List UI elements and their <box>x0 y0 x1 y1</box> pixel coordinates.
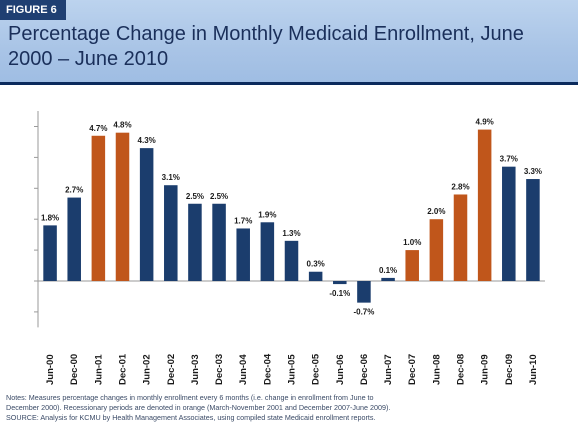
data-label: 4.8% <box>113 121 131 130</box>
category-label: Jun-10 <box>528 354 539 385</box>
bar-jun-05 <box>284 240 299 281</box>
chart-data-labels: 1.8% 2.7% 4.7% 4.8% 4.3% 3.1% 2.5% 2.5% 1.7% 1.9%… <box>41 118 542 317</box>
category-label: Jun-02 <box>142 354 153 385</box>
category-label: Dec-08 <box>456 354 467 385</box>
bar-dec-03 <box>212 203 226 281</box>
category-label: Dec-02 <box>166 354 177 385</box>
category-label: Dec-06 <box>359 354 370 385</box>
bar-jun-02 <box>139 148 154 281</box>
category-label: Jun-08 <box>431 354 442 385</box>
bar-dec-04 <box>260 222 275 281</box>
data-label: 2.5% <box>186 192 204 201</box>
category-label: Dec-03 <box>214 354 225 385</box>
chart-category-labels: Jun-00 Dec-00 Jun-01 Dec-01 Jun-02 Dec-02 Jun-… <box>45 353 539 385</box>
chart-notes: Notes: Measures percentage changes in mo… <box>6 393 572 423</box>
data-label: 1.0% <box>403 238 421 247</box>
data-label: 2.0% <box>427 207 445 216</box>
figure-label: FIGURE 6 <box>0 0 66 20</box>
bar-jun-06 <box>333 281 347 285</box>
category-label: Dec-09 <box>504 354 515 385</box>
category-label: Jun-03 <box>190 354 201 385</box>
bar-dec-02 <box>164 185 178 281</box>
notes-line-1: Notes: Measures percentage changes in mo… <box>6 393 374 402</box>
bar-jun-07 <box>381 277 395 281</box>
bar-dec-09 <box>502 166 516 281</box>
data-label: 3.1% <box>162 173 180 182</box>
bar-jun-08 <box>429 219 444 281</box>
data-label: 4.9% <box>476 118 494 127</box>
category-label: Dec-01 <box>118 353 129 385</box>
data-label: 0.3% <box>307 260 325 269</box>
bar-jun-03 <box>188 203 202 281</box>
data-label: 0.1% <box>379 266 397 275</box>
notes-line-2: December 2000). Recessionary periods are… <box>6 403 391 412</box>
bar-chart: 1.8% 2.7% 4.7% 4.8% 4.3% 3.1% 2.5% 2.5% 1.7% 1.9%… <box>34 111 545 385</box>
bar-jun-04 <box>236 228 250 281</box>
category-label: Jun-09 <box>480 354 491 385</box>
data-label: 2.7% <box>65 186 83 195</box>
notes-line-3: SOURCE: Analysis for KCMU by Health Mana… <box>6 413 376 422</box>
chart-title: Percentage Change in Monthly Medicaid En… <box>8 23 524 70</box>
bar-dec-00 <box>67 197 81 281</box>
category-label: Jun-06 <box>335 354 346 385</box>
bar-jun-00 <box>43 225 57 281</box>
data-label: 2.8% <box>451 182 469 191</box>
category-label: Jun-04 <box>238 354 249 385</box>
bar-jun-01 <box>91 135 106 281</box>
data-label: 3.7% <box>500 155 518 164</box>
bar-jun-10 <box>526 179 540 281</box>
data-label: 3.3% <box>524 167 542 176</box>
data-label: 1.8% <box>41 213 59 222</box>
data-label: 1.3% <box>282 229 300 238</box>
data-label: 4.7% <box>89 124 107 133</box>
category-label: Dec-07 <box>407 354 418 385</box>
category-label: Jun-00 <box>45 354 56 385</box>
chart-axes <box>34 111 545 328</box>
bar-jun-09 <box>477 129 492 281</box>
category-label: Jun-05 <box>287 354 298 385</box>
chart-bars <box>43 129 540 303</box>
data-label: -0.1% <box>329 289 350 298</box>
bar-dec-05 <box>308 271 323 281</box>
bar-dec-08 <box>453 194 468 281</box>
category-label: Jun-01 <box>93 354 104 385</box>
data-label: 1.7% <box>234 216 252 225</box>
bar-dec-01 <box>115 132 130 281</box>
title-divider <box>0 82 578 85</box>
category-label: Dec-04 <box>262 353 273 385</box>
category-label: Dec-05 <box>311 353 322 385</box>
title-banner <box>0 0 578 82</box>
data-label: 4.3% <box>138 136 156 145</box>
category-label: Dec-00 <box>69 354 80 385</box>
data-label: 2.5% <box>210 192 228 201</box>
data-label: 1.9% <box>258 210 276 219</box>
data-label: -0.7% <box>353 308 374 317</box>
bar-dec-06 <box>357 281 371 303</box>
category-label: Jun-07 <box>383 354 394 385</box>
bar-dec-07 <box>405 250 419 281</box>
